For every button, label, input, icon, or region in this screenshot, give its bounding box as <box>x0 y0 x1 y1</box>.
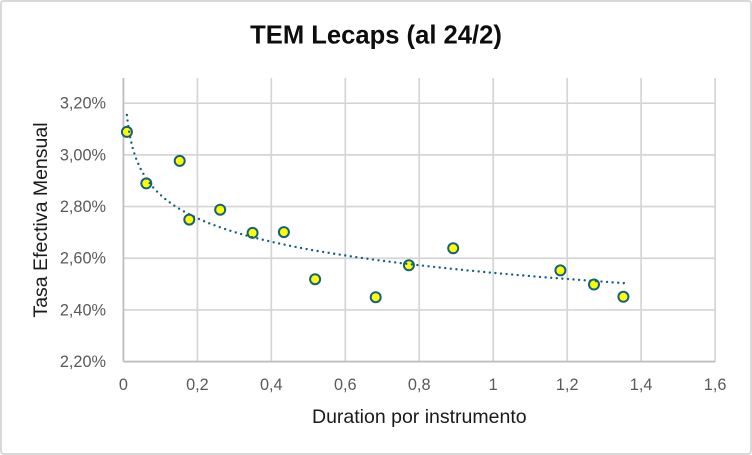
svg-text:TEM Lecaps (al 24/2): TEM Lecaps (al 24/2) <box>250 22 502 50</box>
svg-text:Duration por instrumento: Duration por instrumento <box>312 406 527 428</box>
svg-text:3,00%: 3,00% <box>60 146 106 164</box>
svg-text:1: 1 <box>489 376 498 394</box>
svg-text:0,2: 0,2 <box>186 376 209 394</box>
svg-text:0,8: 0,8 <box>408 376 431 394</box>
svg-text:2,20%: 2,20% <box>60 353 106 371</box>
svg-text:1,2: 1,2 <box>556 376 579 394</box>
svg-text:2,60%: 2,60% <box>60 250 106 268</box>
svg-text:1,6: 1,6 <box>704 376 727 394</box>
svg-text:0: 0 <box>119 376 128 394</box>
svg-text:3,20%: 3,20% <box>60 95 106 113</box>
svg-text:2,40%: 2,40% <box>60 301 106 319</box>
svg-text:Tasa Efectiva Mensual: Tasa Efectiva Mensual <box>30 122 52 317</box>
svg-text:0,4: 0,4 <box>260 376 283 394</box>
svg-text:2,80%: 2,80% <box>60 198 106 216</box>
svg-text:1,4: 1,4 <box>630 376 653 394</box>
svg-text:0,6: 0,6 <box>334 376 357 394</box>
